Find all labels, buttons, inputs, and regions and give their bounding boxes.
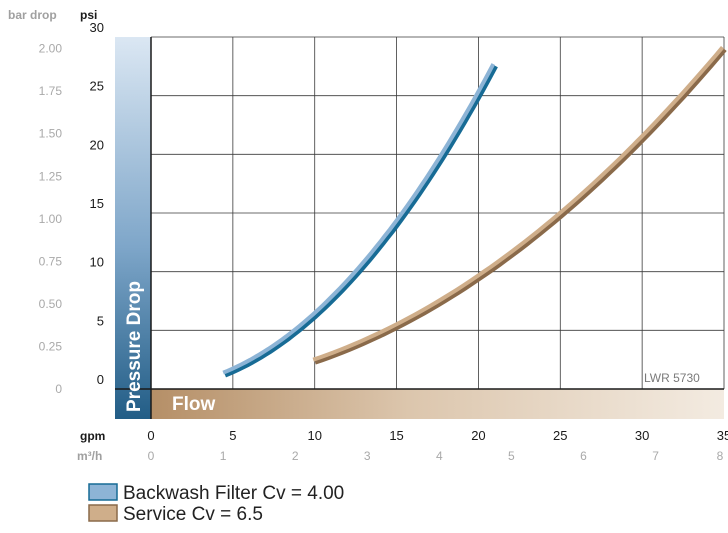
legend-label-backwash: Backwash Filter Cv = 4.00 (123, 483, 344, 504)
series-line-1-outline (313, 46, 727, 365)
legend-swatch-backwash (88, 483, 118, 501)
x-tick-m3h: 4 (436, 449, 443, 463)
y-tick-psi: 20 (90, 137, 104, 152)
y-tick-psi: 10 (90, 255, 104, 270)
y-tick-psi: 30 (90, 20, 104, 35)
legend-swatch-service (88, 504, 118, 522)
y-tick-bar: 1.00 (39, 212, 63, 226)
y-primary-unit: psi (80, 8, 97, 22)
x-tick-m3h: 3 (364, 449, 371, 463)
x-tick-m3h: 0 (148, 449, 155, 463)
x-tick-m3h: 7 (652, 449, 659, 463)
x-tick-gpm: 20 (471, 428, 485, 443)
y-tick-bar: 1.25 (39, 169, 63, 183)
y-tick-bar: 1.75 (39, 84, 63, 98)
y-tick-bar: 1.50 (39, 127, 63, 141)
x-tick-gpm: 35 (717, 428, 728, 443)
y-tick-bar: 0 (55, 382, 62, 396)
y-tick-psi: 25 (90, 79, 104, 94)
y-tick-psi: 15 (90, 196, 104, 211)
x-tick-m3h: 6 (580, 449, 587, 463)
series-line-1 (312, 46, 725, 362)
y-band-label: Pressure Drop (124, 281, 145, 412)
x-tick-m3h: 5 (508, 449, 515, 463)
y-tick-bar: 0.50 (39, 297, 63, 311)
series-line-0 (222, 63, 496, 375)
y-tick-psi: 5 (97, 313, 104, 328)
x-tick-m3h: 1 (220, 449, 227, 463)
reference-label: LWR 5730 (644, 371, 700, 385)
x-tick-m3h: 2 (292, 449, 299, 463)
x-tick-gpm: 10 (307, 428, 321, 443)
x-tick-gpm: 30 (635, 428, 649, 443)
x-tick-gpm: 25 (553, 428, 567, 443)
x-tick-gpm: 5 (229, 428, 236, 443)
x-band-label: Flow (172, 394, 215, 415)
x-tick-gpm: 15 (389, 428, 403, 443)
y-secondary-unit: bar drop (8, 8, 57, 22)
y-tick-bar: 0.25 (39, 339, 63, 353)
y-tick-bar: 2.00 (39, 42, 63, 56)
x-tick-m3h: 8 (717, 449, 724, 463)
flow-band (151, 389, 724, 419)
series-line-0-outline (223, 63, 498, 378)
pressure-drop-band (115, 37, 151, 419)
x-primary-unit: gpm (80, 429, 105, 443)
tick-labels: 0 5 10 15 20 25 30 35 0 1 2 3 4 5 6 7 8 0 5 10 15 20 25 30 0 0.25… (39, 20, 728, 463)
legend: Backwash Filter Cv = 4.00 Service Cv = 6… (88, 483, 344, 525)
y-tick-psi: 0 (97, 372, 104, 387)
legend-label-service: Service Cv = 6.5 (123, 504, 263, 525)
x-secondary-unit: m³/h (77, 449, 102, 463)
y-tick-bar: 0.75 (39, 254, 63, 268)
series-curves (222, 46, 727, 378)
x-tick-gpm: 0 (147, 428, 154, 443)
